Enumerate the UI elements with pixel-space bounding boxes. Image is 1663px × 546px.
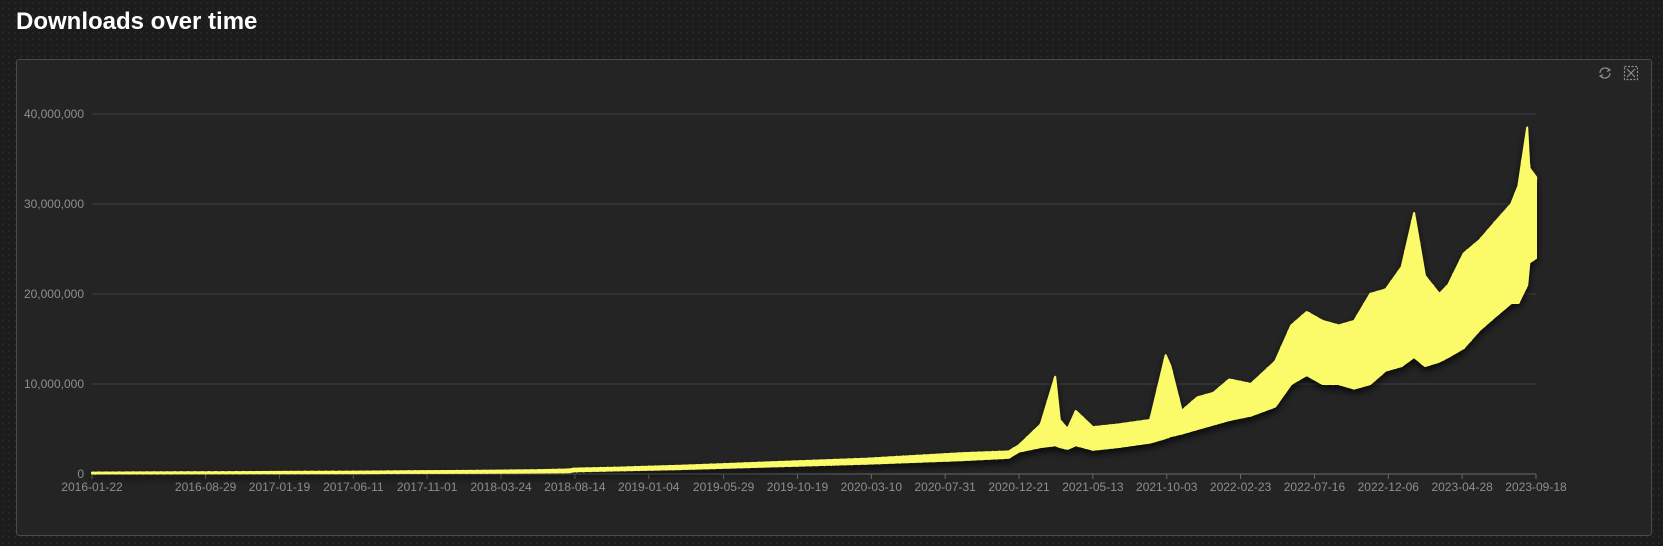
x-tick-label: 2020-03-10	[841, 480, 903, 494]
chart-toolbar	[1597, 65, 1639, 81]
x-tick-label: 2017-06-11	[323, 480, 384, 494]
data-zoom-icon[interactable]	[1623, 65, 1639, 81]
y-tick-label: 30,000,000	[24, 197, 84, 211]
x-tick-label: 2020-07-31	[914, 480, 976, 494]
y-tick-label: 20,000,000	[24, 287, 84, 301]
x-tick-label: 2020-12-21	[988, 480, 1050, 494]
x-tick-label: 2022-02-23	[1210, 480, 1272, 494]
downloads-series-band	[91, 126, 1537, 475]
x-tick-label: 2021-10-03	[1136, 480, 1198, 494]
y-tick-label: 40,000,000	[24, 107, 84, 121]
x-tick-label: 2022-12-06	[1358, 480, 1420, 494]
x-tick-label: 2018-08-14	[544, 480, 606, 494]
x-tick-label: 2017-01-19	[249, 480, 311, 494]
chart-canvas: 0 10,000,000 20,000,000 30,000,000 40,000,00…	[24, 107, 1567, 494]
x-tick-label: 2019-01-04	[618, 480, 680, 494]
downloads-series-line	[91, 159, 1538, 475]
x-tick-label: 2022-07-16	[1284, 480, 1346, 494]
restore-icon[interactable]	[1597, 65, 1613, 81]
x-tick-label: 2019-10-19	[767, 480, 829, 494]
x-tick-label: 2023-09-18	[1505, 480, 1567, 494]
chart-panel: 0 10,000,000 20,000,000 30,000,000 40,000,00…	[16, 59, 1652, 536]
x-tick-label: 2023-04-28	[1431, 480, 1493, 494]
x-tick-label: 2021-05-13	[1062, 480, 1124, 494]
y-tick-label: 0	[77, 467, 84, 481]
y-tick-label: 10,000,000	[24, 377, 84, 391]
x-tick-label: 2016-08-29	[175, 480, 237, 494]
x-tick-label: 2019-05-29	[693, 480, 755, 494]
page-title: Downloads over time	[16, 8, 258, 35]
x-tick-label: 2018-03-24	[470, 480, 532, 494]
x-tick-label: 2016-01-22	[61, 480, 123, 494]
x-tick-label: 2017-11-01	[397, 480, 458, 494]
